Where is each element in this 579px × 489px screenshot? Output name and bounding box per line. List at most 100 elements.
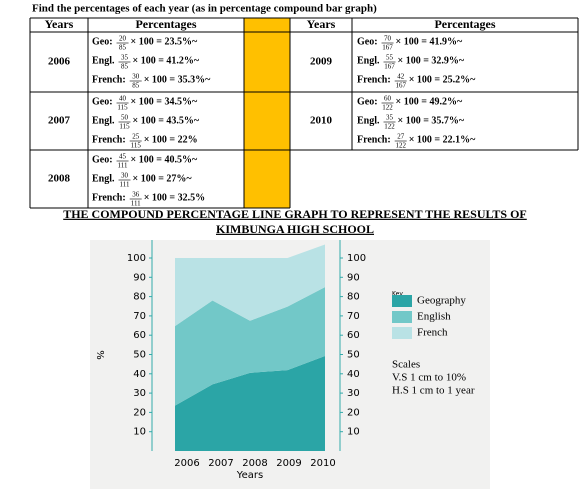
- x-axis-label: Years: [236, 470, 263, 481]
- denominator: 115: [119, 123, 130, 131]
- scale-note: V.S 1 cm to 10%: [392, 372, 466, 384]
- y-tick-label: 80: [133, 292, 146, 303]
- result: × 100 = 22.1%~: [409, 134, 476, 145]
- result: × 100 = 22%: [144, 134, 198, 145]
- legend-swatch: [392, 311, 412, 323]
- numerator: 40: [119, 95, 127, 103]
- numerator: 25: [132, 133, 140, 141]
- subject: Engl.: [357, 115, 380, 126]
- year-cell: 2009: [310, 56, 333, 68]
- denominator: 167: [395, 82, 406, 90]
- year-cell: 2007: [48, 115, 71, 127]
- legend-swatch: [392, 327, 412, 339]
- column-header: Years: [45, 17, 74, 31]
- y-axis-label: %: [94, 350, 105, 360]
- result: × 100 = 34.5%~: [131, 96, 198, 107]
- subject: French:: [92, 134, 126, 145]
- y-tick-label: 80: [347, 292, 360, 303]
- subject: Geo:: [92, 36, 113, 47]
- x-tick-label: 2009: [276, 458, 301, 469]
- denominator: 85: [119, 44, 127, 52]
- denominator: 115: [117, 104, 128, 112]
- scale-note: Scales: [392, 359, 420, 371]
- y-tick-label: 60: [133, 330, 146, 341]
- result: × 100 = 32.9%~: [398, 55, 465, 66]
- subject: Geo:: [92, 96, 113, 107]
- subject: Engl.: [357, 55, 380, 66]
- y-tick-label: 90: [347, 272, 360, 283]
- numerator: 35: [121, 54, 129, 62]
- subject: French:: [357, 134, 391, 145]
- numerator: 70: [384, 35, 392, 43]
- y-tick-label: 50: [347, 350, 360, 361]
- legend-title: Key: [392, 291, 403, 298]
- x-tick-label: 2010: [310, 458, 335, 469]
- x-tick-label: 2006: [174, 458, 199, 469]
- heading: THE COMPOUND PERCENTAGE LINE GRAPH TO RE…: [63, 207, 527, 221]
- result: × 100 = 23.5%~: [131, 36, 198, 47]
- denominator: 111: [131, 200, 141, 208]
- numerator: 36: [132, 191, 140, 199]
- numerator: 30: [121, 172, 129, 180]
- y-tick-label: 40: [347, 369, 360, 380]
- denominator: 122: [382, 104, 393, 112]
- result: × 100 = 27%~: [133, 173, 193, 184]
- legend-swatch: [392, 295, 412, 307]
- denominator: 85: [121, 63, 129, 71]
- y-tick-label: 60: [347, 330, 360, 341]
- area: [175, 287, 325, 406]
- scale-note: H.S 1 cm to 1 year: [392, 385, 475, 397]
- denominator: 115: [131, 142, 142, 150]
- year-cell: 2008: [48, 173, 71, 185]
- instruction: Find the percentages of each year (as in…: [32, 3, 377, 15]
- result: × 100 = 43.5%~: [133, 115, 200, 126]
- year-cell: 2010: [310, 115, 333, 127]
- result: × 100 = 49.2%~: [396, 96, 463, 107]
- subject: Geo:: [92, 154, 113, 165]
- y-tick-label: 100: [347, 253, 366, 264]
- y-tick-label: 70: [347, 311, 360, 322]
- y-tick-label: 100: [127, 253, 146, 264]
- numerator: 50: [121, 114, 129, 122]
- subject: French:: [357, 74, 391, 85]
- subject: Engl.: [92, 173, 115, 184]
- numerator: 42: [397, 73, 405, 81]
- y-tick-label: 10: [133, 427, 146, 438]
- column-header: Percentages: [434, 17, 495, 31]
- subject: Geo:: [357, 96, 378, 107]
- denominator: 122: [395, 142, 406, 150]
- result: × 100 = 41.2%~: [133, 55, 200, 66]
- y-tick-label: 30: [133, 388, 146, 399]
- denominator: 167: [384, 63, 395, 71]
- numerator: 45: [119, 153, 127, 161]
- y-tick-label: 10: [347, 427, 360, 438]
- subject: Geo:: [357, 36, 378, 47]
- result: × 100 = 25.2%~: [409, 74, 476, 85]
- y-tick-label: 20: [347, 407, 360, 418]
- x-tick-label: 2008: [242, 458, 267, 469]
- column-header: Percentages: [135, 17, 196, 31]
- y-tick-label: 40: [133, 369, 146, 380]
- y-tick-label: 50: [133, 350, 146, 361]
- denominator: 167: [382, 44, 393, 52]
- legend-label: English: [417, 311, 451, 323]
- subject: French:: [92, 192, 126, 203]
- numerator: 20: [119, 35, 127, 43]
- numerator: 35: [386, 114, 394, 122]
- y-tick-label: 20: [133, 407, 146, 418]
- denominator: 111: [120, 181, 130, 189]
- numerator: 30: [132, 73, 140, 81]
- subject: Engl.: [92, 55, 115, 66]
- x-tick-label: 2007: [208, 458, 233, 469]
- result: × 100 = 32.5%: [144, 192, 205, 203]
- result: × 100 = 41.9%~: [396, 36, 463, 47]
- result: × 100 = 40.5%~: [131, 154, 198, 165]
- legend-label: Geography: [417, 295, 466, 307]
- result: × 100 = 35.3%~: [144, 74, 211, 85]
- orange-column: [244, 18, 290, 208]
- subject: French:: [92, 74, 126, 85]
- result: × 100 = 35.7%~: [398, 115, 465, 126]
- denominator: 122: [384, 123, 395, 131]
- y-tick-label: 70: [133, 311, 146, 322]
